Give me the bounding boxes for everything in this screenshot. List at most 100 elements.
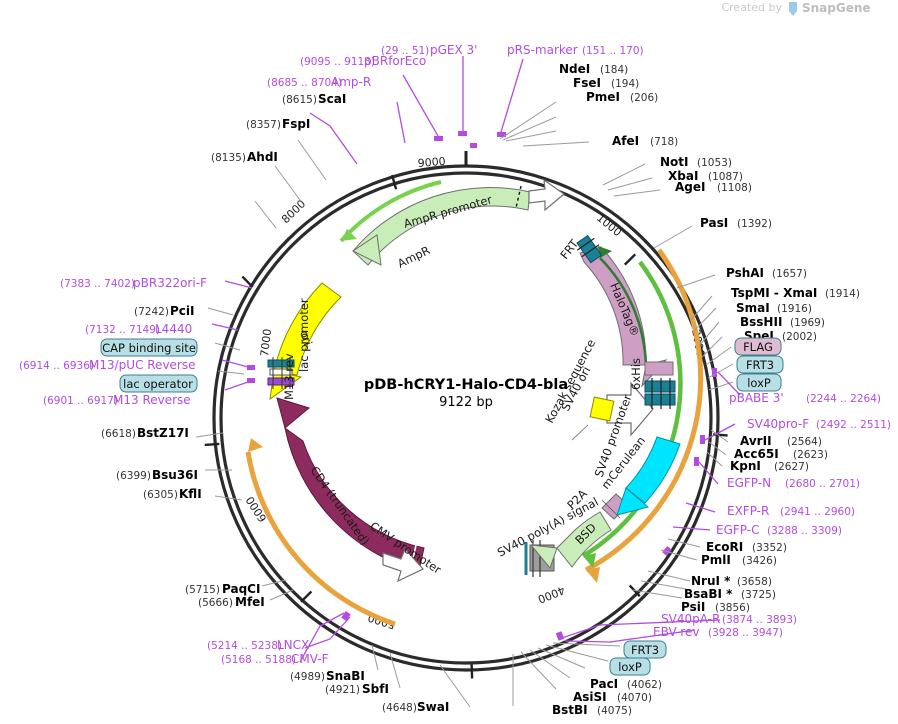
badge-label: FRT3 — [631, 643, 659, 657]
enzyme-name: PacI — [590, 677, 618, 691]
inner-arc-features — [245, 248, 704, 627]
enzyme-label[interactable]: (6618) BstZ17I — [101, 426, 189, 440]
enzyme-label[interactable]: (4648) SwaI — [382, 700, 449, 714]
badge-label: lac operator — [123, 377, 193, 391]
enzyme-label[interactable]: AfeI (718) — [612, 134, 678, 148]
tick-label-4000: 4000 — [536, 583, 567, 606]
enzyme-name: SnaBI — [326, 669, 365, 683]
enzyme-label[interactable]: PmeI (206) — [586, 90, 658, 104]
badge-loxp-lower[interactable]: loxP — [609, 657, 651, 676]
feature-cd4: CD4 (truncated) CMV promoter — [276, 397, 444, 583]
enzyme-label[interactable]: AsiSI (4070) — [573, 690, 652, 704]
enzyme-label[interactable]: PshAI (1657) — [726, 266, 807, 280]
enzyme-label[interactable]: SmaI (1916) — [736, 301, 812, 315]
enzyme-name: AvrII — [740, 434, 772, 448]
enzyme-label[interactable]: NruI * (3658) — [691, 574, 772, 588]
enzyme-label[interactable]: (6399) Bsu36I — [116, 468, 198, 482]
enzyme-label[interactable]: AgeI (1108) — [675, 180, 752, 194]
enzyme-name: PaqCI — [222, 582, 260, 596]
badge-label: loxP — [747, 376, 771, 390]
badge-lac-operator[interactable]: lac operator — [119, 374, 198, 393]
enzyme-label[interactable]: (8357) FspI — [246, 117, 310, 131]
enzyme-label[interactable]: PasI (1392) — [700, 216, 772, 230]
primer-name: SV40pA-R — [661, 612, 720, 626]
primer-range: (6914 .. 6936) — [19, 360, 94, 372]
primer-label[interactable]: EGFP-N (2680 .. 2701) — [727, 476, 860, 490]
primer-label[interactable]: (8685 .. 8704) Amp-R — [267, 75, 371, 89]
enzyme-pos: (2564) — [787, 436, 822, 448]
enzyme-label[interactable]: (7242) PciI — [134, 304, 195, 318]
primer-range: (29 .. 51) — [381, 45, 429, 57]
primer-range: (8685 .. 8704) — [267, 77, 342, 89]
enzyme-label[interactable]: PacI (4062) — [590, 677, 662, 691]
enzyme-label[interactable]: AvrII (2564) — [740, 434, 822, 448]
enzyme-pos: (3426) — [742, 555, 777, 567]
primer-label[interactable]: (5214 .. 5238) LNCX — [207, 638, 309, 652]
enzyme-name: MfeI — [235, 595, 265, 609]
enzyme-label[interactable]: (5715) PaqCI — [185, 582, 260, 596]
badge-label: CAP binding site — [102, 341, 196, 355]
enzyme-label[interactable]: (5666) MfeI — [198, 595, 265, 609]
badge-frt3-lower[interactable]: FRT3 — [623, 640, 667, 659]
primer-label[interactable]: (29 .. 51) pGEX 3' — [381, 43, 477, 57]
enzyme-label[interactable]: BstBI (4075) — [552, 703, 632, 717]
enzyme-pos: (3352) — [752, 542, 787, 554]
badge-list: FLAG FRT3 loxP FRT3 loxP CAP binding sit… — [100, 337, 784, 676]
badge-flag[interactable]: FLAG — [734, 337, 782, 356]
enzyme-name: BsaBI * — [684, 587, 733, 601]
primer-name: EBV-rev — [653, 625, 699, 639]
enzyme-label[interactable]: BssHII (1969) — [740, 315, 825, 329]
badge-loxp-upper[interactable]: loxP — [736, 373, 782, 392]
enzyme-pos: (4075) — [597, 705, 632, 717]
enzyme-label[interactable]: FseI (194) — [573, 76, 639, 90]
enzyme-label[interactable]: PmlI (3426) — [701, 553, 777, 567]
primer-name: LNCX — [277, 638, 309, 652]
primer-name: pBRforEco — [364, 54, 426, 68]
primer-name: CMV-F — [291, 652, 329, 666]
feature-label-m13-rev: M13 rev — [282, 353, 296, 400]
primer-label[interactable]: (9095 .. 9113) pBRforEco — [300, 54, 426, 68]
primer-label[interactable]: (7132 .. 7149) L4440 — [85, 322, 192, 336]
enzyme-name: NruI * — [691, 574, 731, 588]
primer-name: EGFP-N — [727, 476, 771, 490]
primer-label[interactable]: (7383 .. 7402) pBR322ori-F — [60, 276, 207, 290]
primer-label[interactable]: (6914 .. 6936) M13/pUC Reverse — [19, 358, 196, 372]
enzyme-label[interactable]: XbaI (1087) — [668, 169, 743, 183]
plasmid-title-group: pDB-hCRY1-Halo-CD4-bla 9122 bp — [364, 377, 568, 410]
primer-backbone-ticks — [247, 131, 717, 641]
primer-label[interactable]: SV40pro-F (2492 .. 2511) — [747, 417, 891, 431]
primer-label[interactable]: EBV-rev (3928 .. 3947) — [653, 625, 783, 639]
primer-label[interactable]: SV40pA-R (3874 .. 3893) — [661, 612, 797, 626]
primer-label[interactable]: (6901 .. 6917) M13 Reverse — [43, 393, 191, 407]
primer-name: Amp-R — [331, 75, 371, 89]
feature-ampr: AmpR AmpR promoter — [339, 178, 565, 271]
primer-name: L4440 — [155, 322, 192, 336]
primer-label[interactable]: pRS-marker (151 .. 170) — [507, 43, 644, 57]
primer-label[interactable]: EGFP-C (3288 .. 3309) — [716, 523, 842, 537]
enzyme-label[interactable]: EcoRI (3352) — [706, 540, 787, 554]
enzyme-pos: (5666) — [198, 597, 233, 609]
badge-label: FRT3 — [746, 358, 774, 372]
enzyme-label[interactable]: (8135) AhdI — [211, 150, 278, 164]
enzyme-label[interactable]: (4921) SbfI — [325, 682, 389, 696]
enzyme-label[interactable]: NdeI (184) — [559, 62, 628, 76]
enzyme-label[interactable]: (8615) ScaI — [282, 92, 346, 106]
primer-name: M13 Reverse — [113, 393, 191, 407]
enzyme-label[interactable]: TspMI - XmaI (1914) — [731, 286, 860, 300]
enzyme-label[interactable]: Acc65I (2623) — [734, 447, 828, 461]
primer-label[interactable]: pBABE 3' (2244 .. 2264) — [729, 391, 881, 405]
tick-label-8000: 8000 — [279, 197, 308, 226]
badge-cap-binding-site[interactable]: CAP binding site — [100, 338, 198, 357]
enzyme-label[interactable]: BsaBI * (3725) — [684, 587, 776, 601]
enzyme-label[interactable]: (6305) KflI — [143, 487, 202, 501]
snapgene-watermark: Created by SnapGene — [721, 1, 871, 16]
primer-label[interactable]: EXFP-R (2941 .. 2960) — [727, 504, 855, 518]
enzyme-label[interactable]: NotI (1053) — [660, 155, 732, 169]
enzyme-pos: (1392) — [737, 218, 772, 230]
badge-frt3-upper[interactable]: FRT3 — [736, 355, 784, 374]
enzyme-label[interactable]: PsiI (3856) — [681, 600, 750, 614]
enzyme-label[interactable]: KpnI (2627) — [730, 459, 809, 473]
primer-label[interactable]: (5168 .. 5188) CMV-F — [221, 652, 329, 666]
primer-labels: (29 .. 51) pGEX 3' pRS-marker (151 .. 17… — [19, 43, 891, 666]
enzyme-label[interactable]: (4989) SnaBI — [290, 669, 365, 683]
